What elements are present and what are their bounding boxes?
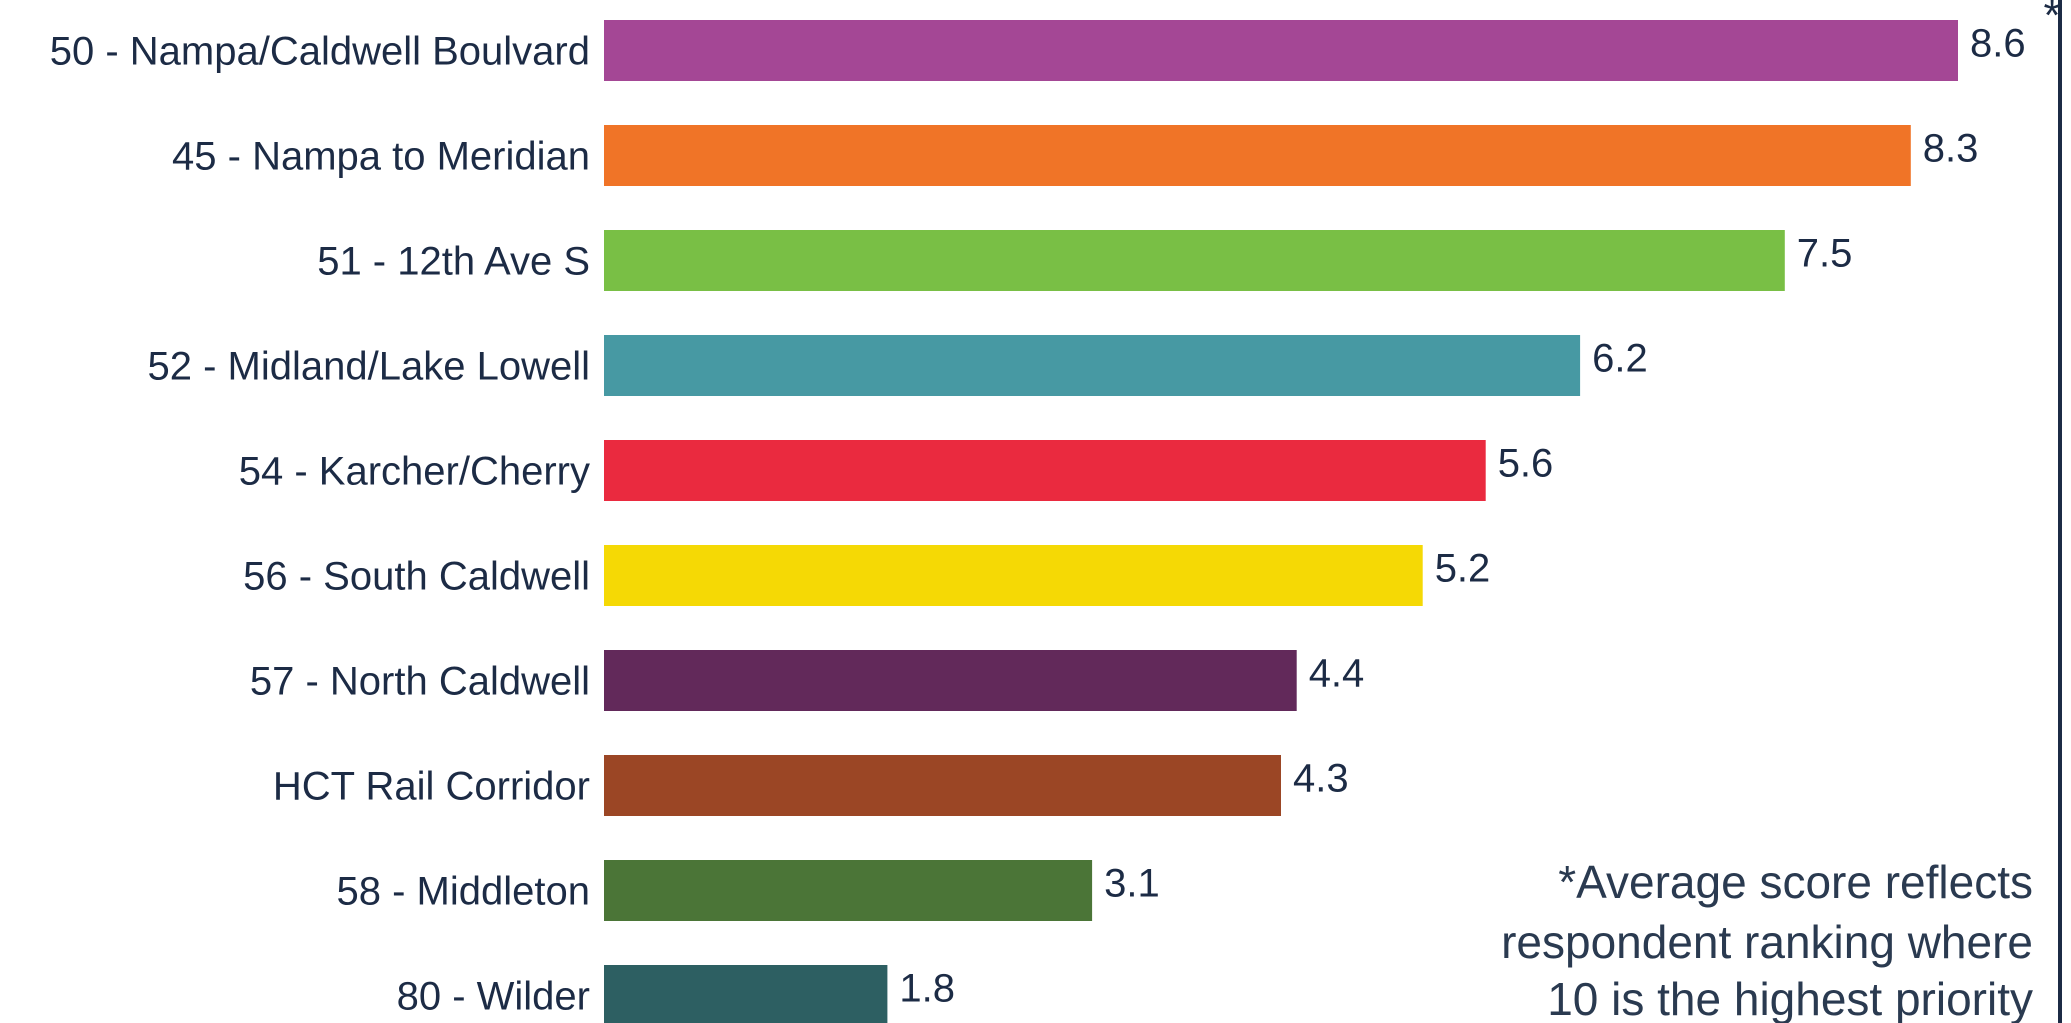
bars-group (604, 20, 1958, 1023)
category-label-6: 56 - South Caldwell (243, 555, 590, 599)
footnote-line-2: respondent ranking where (1501, 916, 2033, 968)
value-label-9: 3.1 (1104, 862, 1160, 906)
category-label-7: 57 - North Caldwell (250, 660, 590, 704)
footnote-line-1: *Average score reflects (1558, 856, 2033, 908)
value-label-2: 8.3 (1923, 127, 1979, 171)
value-label-6: 5.2 (1435, 547, 1491, 591)
bar-7 (604, 650, 1297, 711)
value-label-4: 6.2 (1592, 337, 1648, 381)
category-label-5: 54 - Karcher/Cherry (239, 450, 590, 494)
bar-4 (604, 335, 1581, 396)
value-label-10: 1.8 (899, 967, 955, 1011)
value-label-5: 5.6 (1498, 442, 1554, 486)
bar-9 (604, 860, 1093, 921)
bar-1 (604, 20, 1958, 81)
category-label-2: 45 - Nampa to Meridian (172, 135, 590, 179)
category-labels: 50 - Nampa/Caldwell Boulvard 45 - Nampa t… (50, 30, 590, 1019)
bar-8 (604, 755, 1281, 816)
value-label-1: 8.6 (1970, 22, 2026, 66)
top-value-asterisk: * (2043, 0, 2060, 40)
category-label-8: HCT Rail Corridor (273, 765, 590, 809)
footnote-annotation: *Average score reflects respondent ranki… (1501, 856, 2033, 1023)
category-label-9: 58 - Middleton (337, 870, 590, 914)
bar-5 (604, 440, 1486, 501)
bar-10 (604, 965, 888, 1023)
value-label-7: 4.4 (1309, 652, 1365, 696)
footnote-line-3: 10 is the highest priority (1547, 973, 2033, 1023)
value-label-8: 4.3 (1293, 757, 1349, 801)
category-label-4: 52 - Midland/Lake Lowell (148, 345, 590, 389)
bar-2 (604, 125, 1911, 186)
bar-3 (604, 230, 1785, 291)
value-labels: 8.6 8.3 7.5 6.2 5.6 5.2 4.4 4.3 3.1 1.8 (899, 22, 2025, 1011)
bar-6 (604, 545, 1423, 606)
category-label-1: 50 - Nampa/Caldwell Boulvard (50, 30, 590, 74)
category-label-10: 80 - Wilder (397, 975, 590, 1019)
value-label-3: 7.5 (1797, 232, 1853, 276)
category-label-3: 51 - 12th Ave S (317, 240, 590, 284)
